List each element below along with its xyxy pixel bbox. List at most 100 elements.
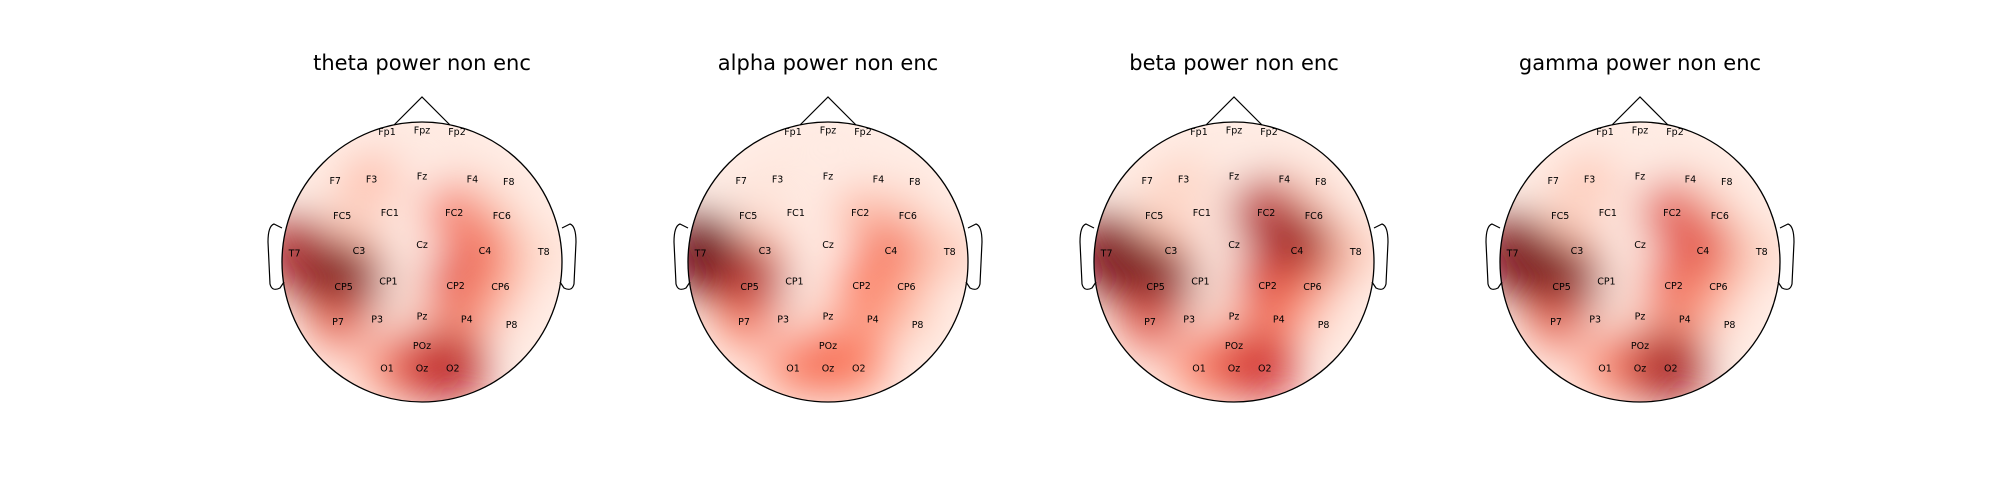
value-blob-fpz — [402, 122, 442, 153]
electrode-label-p8: P8 — [912, 320, 924, 331]
value-blob-f7 — [316, 162, 358, 203]
electrode-label-fp2: Fp2 — [854, 127, 872, 138]
value-blob-p8 — [489, 303, 531, 344]
electrode-label-t8: T8 — [1755, 247, 1768, 258]
electrode-label-f3: F3 — [1584, 174, 1596, 185]
electrode-label-fc6: FC6 — [899, 211, 917, 222]
electrode-label-t8: T8 — [537, 247, 550, 258]
value-blob-f8 — [487, 164, 527, 204]
electrode-label-o1: O1 — [786, 363, 800, 374]
value-blob-t8 — [922, 227, 968, 277]
electrode-label-cp5: CP5 — [740, 282, 758, 293]
electrode-label-cp5: CP5 — [1146, 282, 1164, 293]
nose-outline — [799, 96, 857, 126]
electrode-label-f8: F8 — [1721, 177, 1733, 188]
nose-outline — [1205, 96, 1263, 126]
value-blob-fz — [1620, 159, 1660, 198]
head-outline — [1499, 121, 1781, 403]
value-blob-p3 — [1575, 298, 1617, 339]
value-blob-f3 — [346, 155, 399, 207]
electrode-label-fp2: Fp2 — [1260, 127, 1278, 138]
electrode-label-f7: F7 — [1547, 176, 1559, 187]
electrode-label-p4: P4 — [867, 314, 879, 325]
electrode-label-o2: O2 — [852, 363, 866, 374]
electrode-label-f4: F4 — [873, 174, 885, 185]
electrode-label-poz: POz — [1225, 341, 1243, 352]
value-blob-fc1 — [371, 194, 410, 234]
value-blob-o2 — [1229, 331, 1299, 401]
electrode-label-cp1: CP1 — [1597, 277, 1615, 288]
electrode-label-f7: F7 — [329, 176, 341, 187]
electrode-label-fp1: Fp1 — [378, 127, 396, 138]
electrode-label-c3: C3 — [353, 246, 366, 257]
value-blob-f3 — [757, 160, 800, 202]
heatmap-surface — [282, 122, 562, 402]
value-blob-t8 — [1328, 227, 1374, 277]
electrode-label-fc2: FC2 — [1663, 208, 1681, 219]
value-blob-p7 — [716, 291, 775, 350]
electrode-label-fc6: FC6 — [1305, 211, 1323, 222]
value-blob-p8 — [893, 301, 939, 347]
value-blob-p3 — [1169, 297, 1211, 339]
electrode-label-t8: T8 — [943, 247, 956, 258]
electrode-label-fp2: Fp2 — [1666, 127, 1684, 138]
electrode-label-p4: P4 — [1273, 314, 1285, 325]
electrode-label-cz: Cz — [1228, 240, 1240, 251]
topomap-panel: beta power non enc Fp1 Fpz Fp2 F7 F3 Fz F4 F8 FC5… — [1079, 51, 1389, 403]
electrode-label-cp2: CP2 — [446, 281, 464, 292]
value-blob-f3 — [1566, 156, 1616, 206]
electrode-label-poz: POz — [413, 341, 431, 352]
electrode-label-f8: F8 — [1315, 177, 1327, 188]
value-blob-cz — [809, 226, 847, 265]
electrode-label-fc2: FC2 — [445, 208, 463, 219]
chart-title: alpha power non enc — [718, 51, 938, 75]
electrode-label-fc5: FC5 — [333, 211, 351, 222]
electrode-label-c3: C3 — [759, 246, 772, 257]
electrode-label-f3: F3 — [772, 174, 784, 185]
electrode-label-pz: Pz — [1229, 312, 1240, 323]
left-ear-outline — [673, 223, 691, 290]
electrode-label-p3: P3 — [1183, 314, 1195, 325]
chart-title: beta power non enc — [1129, 51, 1339, 75]
electrode-label-fp1: Fp1 — [1190, 127, 1208, 138]
electrode-label-fc5: FC5 — [1145, 211, 1163, 222]
electrode-label-fc5: FC5 — [739, 211, 757, 222]
electrode-label-f7: F7 — [1141, 176, 1153, 187]
electrode-label-cp5: CP5 — [1552, 282, 1570, 293]
right-ear-outline — [1371, 223, 1389, 290]
electrode-label-oz: Oz — [416, 363, 428, 374]
value-blob-p8 — [1707, 303, 1749, 345]
electrode-label-fpz: Fpz — [820, 125, 836, 136]
electrode-label-t7: T7 — [288, 249, 301, 260]
value-blob-fz — [402, 159, 442, 198]
value-blob-fpz — [1620, 122, 1660, 153]
electrode-label-cz: Cz — [822, 240, 834, 251]
electrode-label-fc5: FC5 — [1551, 211, 1569, 222]
electrode-label-p7: P7 — [1144, 317, 1156, 328]
electrode-label-p7: P7 — [1550, 317, 1562, 328]
electrode-label-cp2: CP2 — [1664, 281, 1682, 292]
electrode-label-f3: F3 — [1178, 174, 1190, 185]
electrode-label-c4: C4 — [1291, 246, 1304, 257]
left-ear-outline — [267, 223, 285, 290]
electrode-label-cp6: CP6 — [1709, 282, 1727, 293]
electrode-label-c3: C3 — [1165, 246, 1178, 257]
value-blob-p3 — [357, 298, 399, 339]
value-blob-t8 — [518, 229, 562, 275]
value-blob-p7 — [1527, 290, 1588, 352]
electrode-label-p3: P3 — [371, 314, 383, 325]
electrode-label-pz: Pz — [823, 312, 834, 323]
electrode-label-cp1: CP1 — [379, 277, 397, 288]
electrode-label-fp1: Fp1 — [1596, 127, 1614, 138]
electrode-label-fc6: FC6 — [493, 211, 511, 222]
value-blob-o2 — [416, 330, 488, 402]
electrode-label-o1: O1 — [1192, 363, 1206, 374]
electrode-label-p4: P4 — [1679, 314, 1691, 325]
heatmap-surface — [688, 122, 968, 402]
value-blob-f7 — [1128, 162, 1170, 203]
nose-outline — [1611, 96, 1669, 126]
electrode-label-c4: C4 — [885, 246, 898, 257]
electrode-label-cp6: CP6 — [1303, 282, 1321, 293]
electrode-label-pz: Pz — [417, 312, 428, 323]
